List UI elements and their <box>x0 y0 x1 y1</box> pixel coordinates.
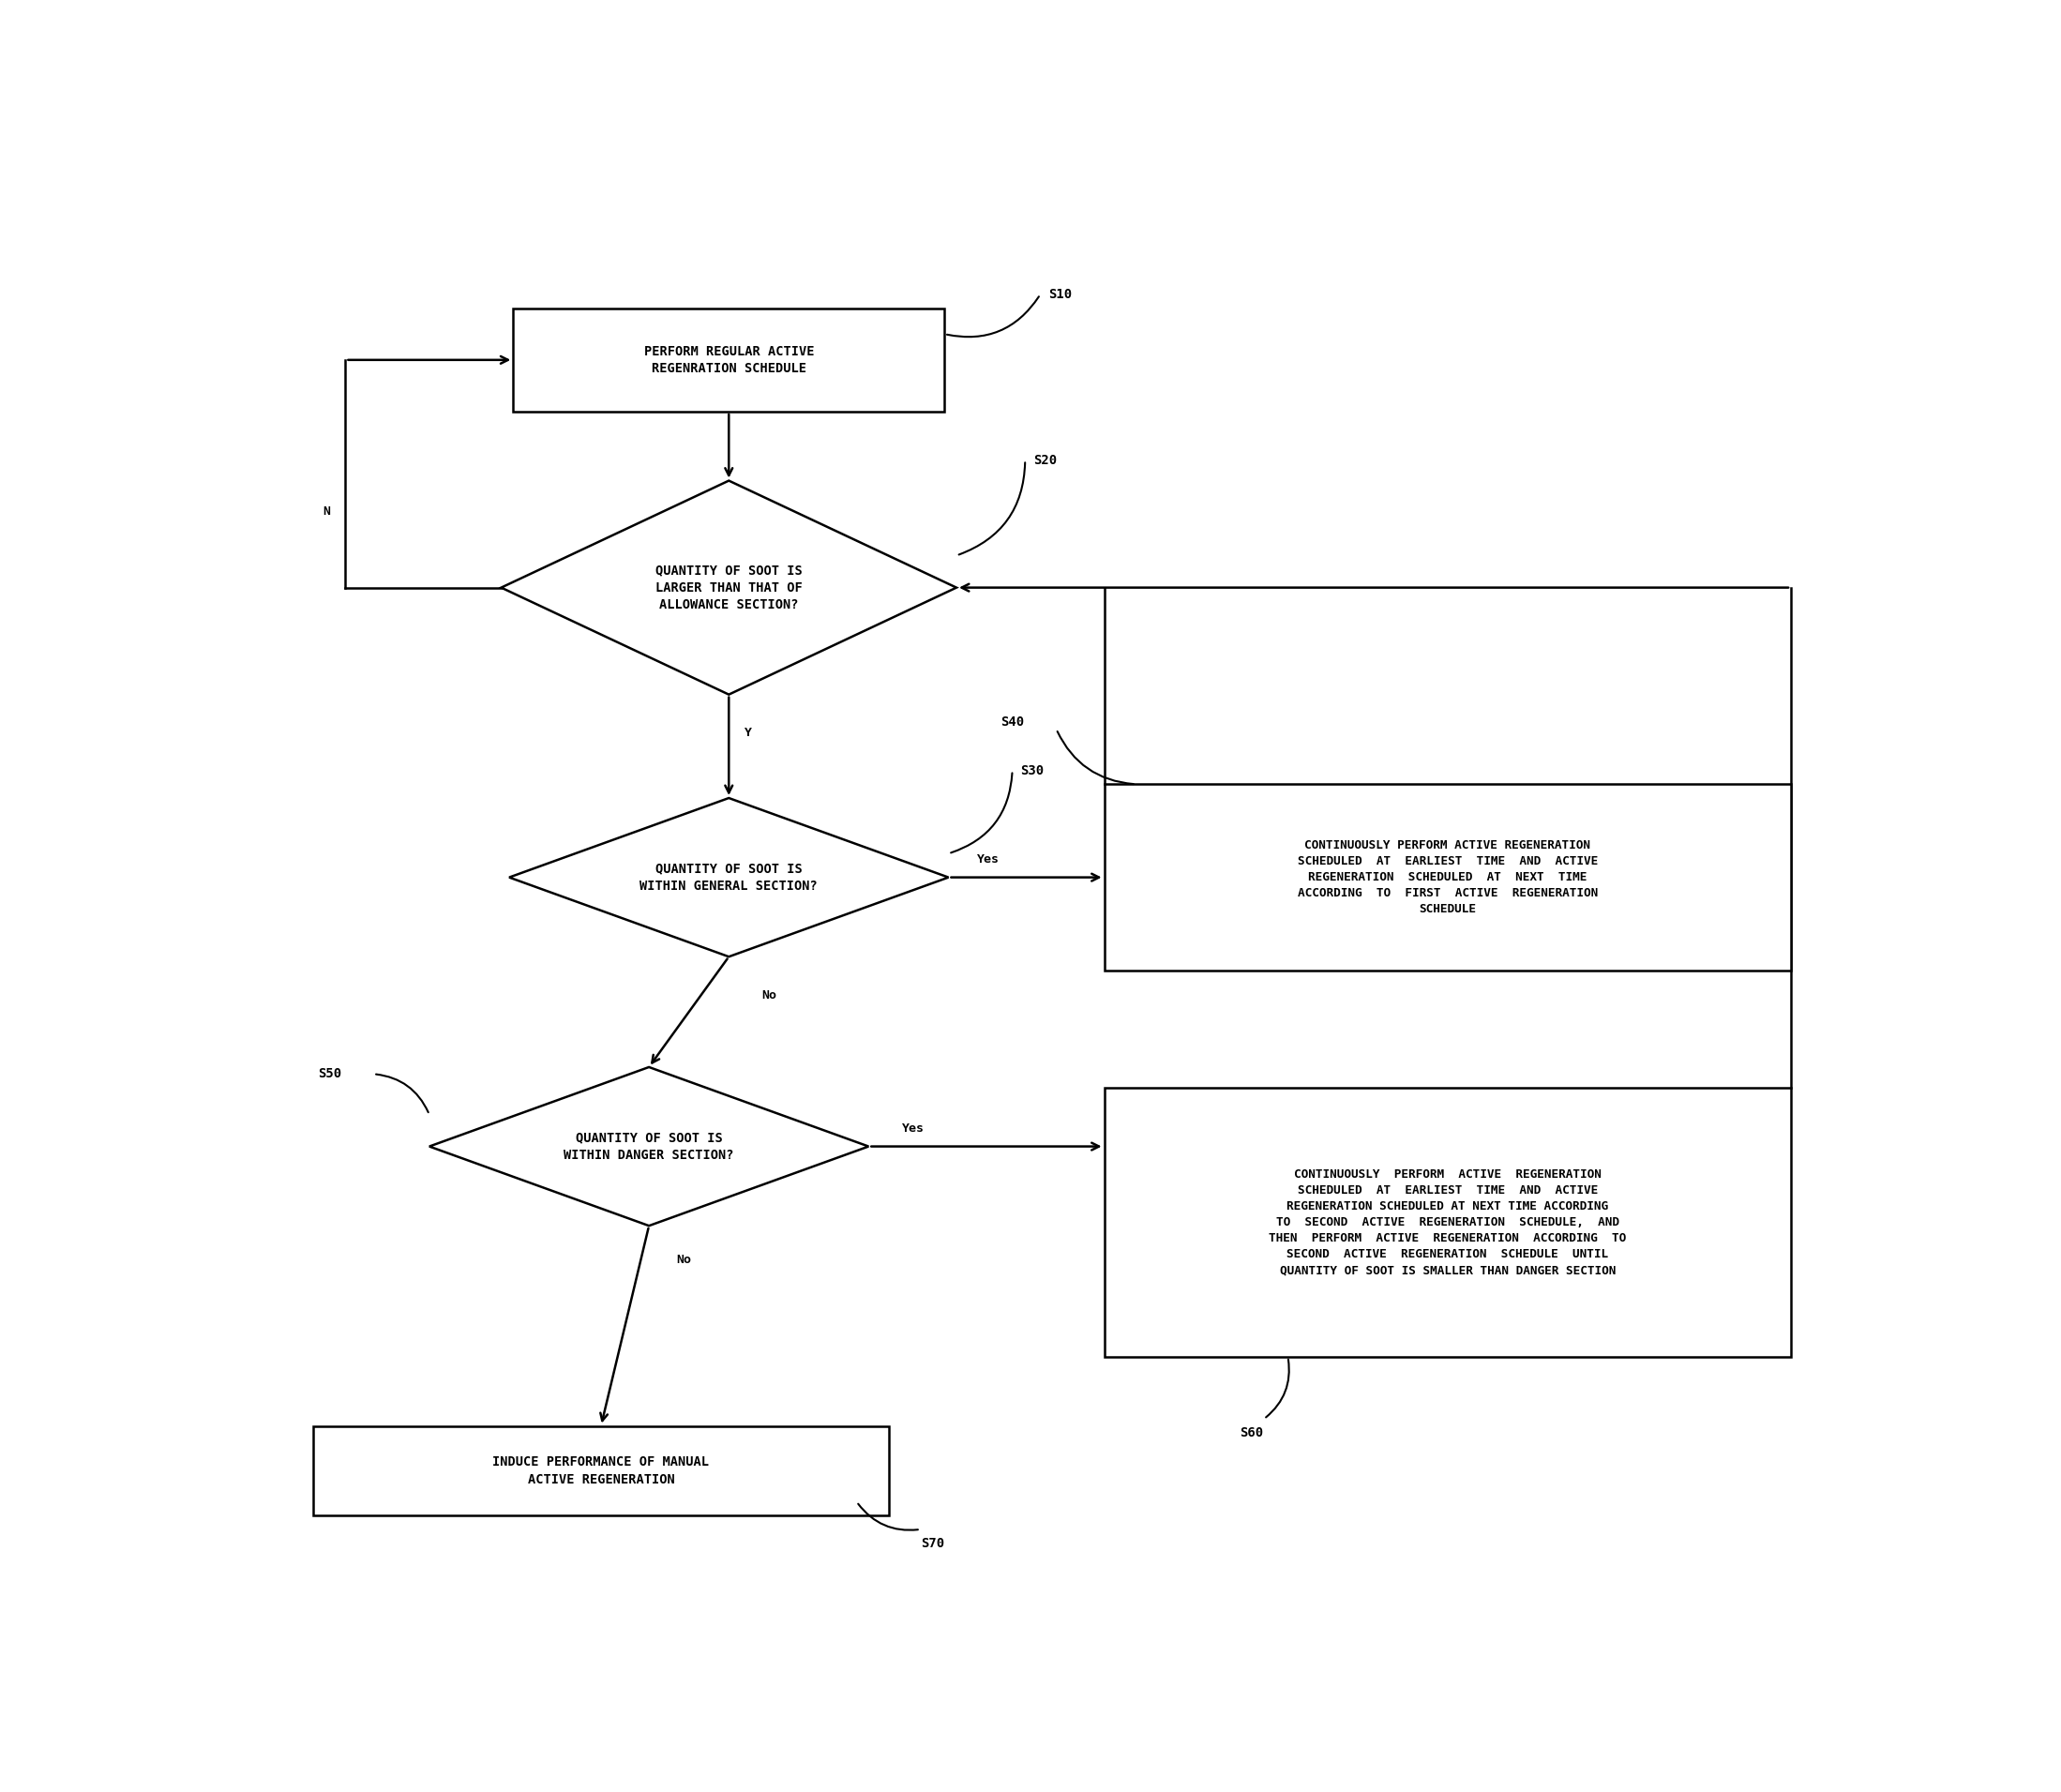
Text: CONTINUOUSLY PERFORM ACTIVE REGENERATION
SCHEDULED  AT  EARLIEST  TIME  AND  ACT: CONTINUOUSLY PERFORM ACTIVE REGENERATION… <box>1298 839 1597 916</box>
Text: Yes: Yes <box>903 1122 925 1134</box>
Text: QUANTITY OF SOOT IS
WITHIN GENERAL SECTION?: QUANTITY OF SOOT IS WITHIN GENERAL SECTI… <box>639 862 818 892</box>
Text: Y: Y <box>744 728 752 740</box>
Text: INDUCE PERFORMANCE OF MANUAL
ACTIVE REGENERATION: INDUCE PERFORMANCE OF MANUAL ACTIVE REGE… <box>493 1455 709 1486</box>
Text: S60: S60 <box>1241 1426 1263 1439</box>
Polygon shape <box>509 797 948 957</box>
Text: S50: S50 <box>317 1068 340 1081</box>
Text: CONTINUOUSLY  PERFORM  ACTIVE  REGENERATION
SCHEDULED  AT  EARLIEST  TIME  AND  : CONTINUOUSLY PERFORM ACTIVE REGENERATION… <box>1270 1168 1626 1276</box>
Text: S70: S70 <box>921 1536 944 1550</box>
Text: Yes: Yes <box>977 853 1000 866</box>
FancyBboxPatch shape <box>313 1426 888 1516</box>
Text: S30: S30 <box>1020 763 1043 778</box>
Text: S40: S40 <box>1000 715 1024 729</box>
Text: PERFORM REGULAR ACTIVE
REGENRATION SCHEDULE: PERFORM REGULAR ACTIVE REGENRATION SCHED… <box>643 344 814 375</box>
Polygon shape <box>429 1066 868 1226</box>
Text: N: N <box>324 505 330 518</box>
FancyBboxPatch shape <box>1105 1088 1791 1357</box>
FancyBboxPatch shape <box>1105 785 1791 971</box>
Text: No: No <box>676 1254 692 1267</box>
Text: QUANTITY OF SOOT IS
WITHIN DANGER SECTION?: QUANTITY OF SOOT IS WITHIN DANGER SECTIO… <box>565 1131 734 1161</box>
Text: No: No <box>761 989 777 1002</box>
Text: S10: S10 <box>1049 289 1072 301</box>
Text: S20: S20 <box>1033 453 1057 466</box>
Polygon shape <box>501 480 956 695</box>
Text: QUANTITY OF SOOT IS
LARGER THAN THAT OF
ALLOWANCE SECTION?: QUANTITY OF SOOT IS LARGER THAN THAT OF … <box>655 564 802 611</box>
FancyBboxPatch shape <box>513 308 944 412</box>
